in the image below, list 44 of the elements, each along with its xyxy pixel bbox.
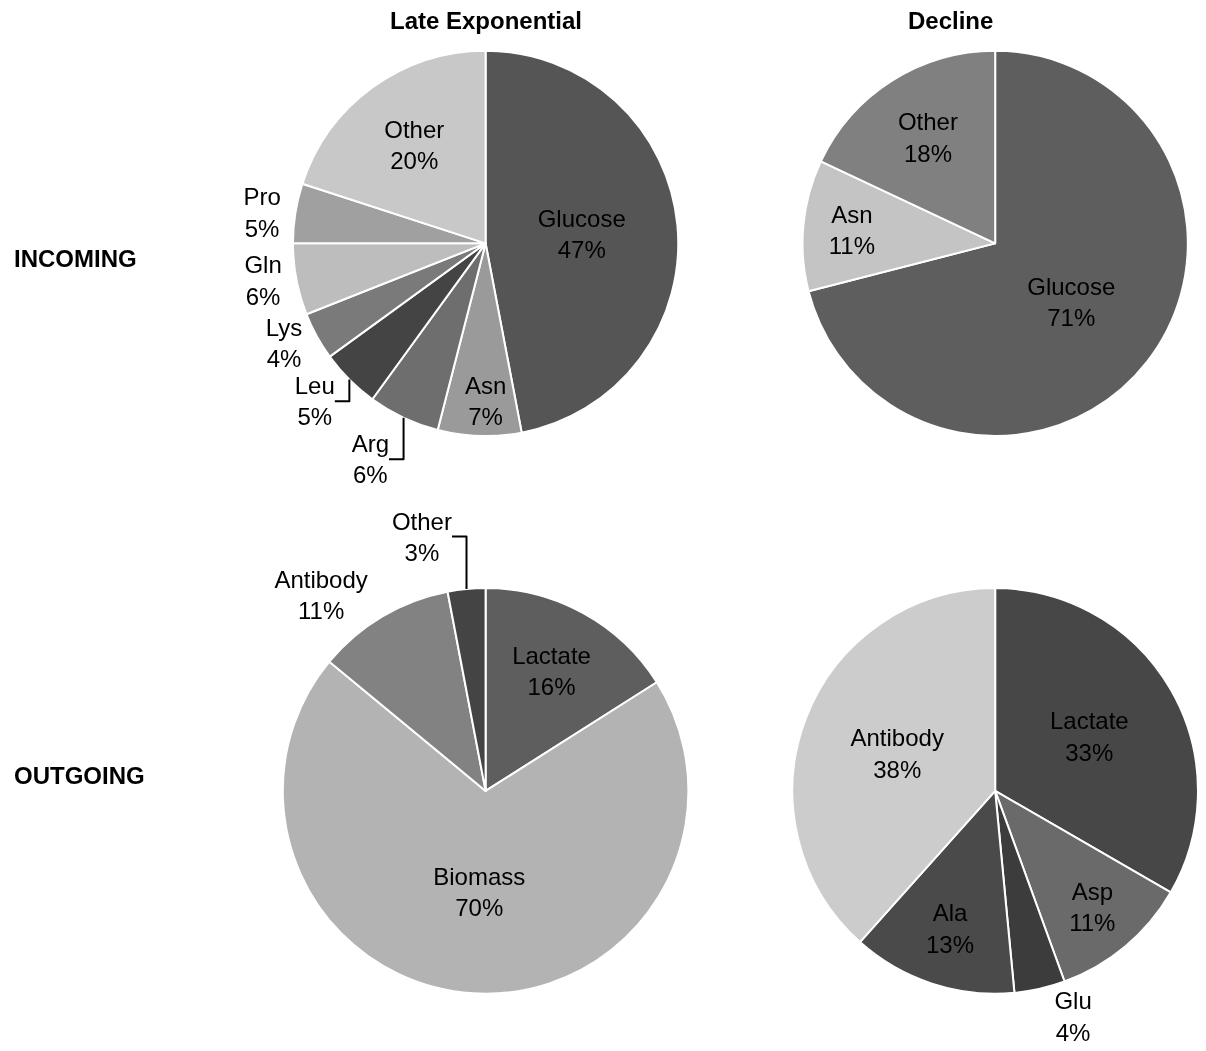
data-label: 13% bbox=[925, 930, 975, 958]
slice-label: Other bbox=[897, 108, 958, 136]
data-label: 70% bbox=[455, 894, 504, 922]
data-label: 7% bbox=[468, 403, 503, 431]
slice-label: Glu bbox=[1054, 987, 1092, 1015]
data-label: 6% bbox=[352, 461, 388, 489]
slice-label: Other bbox=[384, 116, 445, 144]
data-label: 18% bbox=[903, 139, 952, 167]
slice-label: Asn bbox=[831, 200, 873, 228]
data-label: 33% bbox=[1065, 738, 1114, 766]
data-label: 20% bbox=[390, 147, 439, 175]
slice-label: Biomass bbox=[433, 863, 526, 891]
slice-label: Lys bbox=[265, 313, 303, 341]
chart-title: Decline bbox=[908, 7, 994, 34]
data-label: 5% bbox=[297, 403, 333, 431]
slice-label: Asp bbox=[1071, 877, 1113, 905]
slice-label: Lactate bbox=[1049, 707, 1129, 735]
text: OUTGOING bbox=[14, 762, 145, 789]
slice-label: Arg bbox=[351, 430, 390, 458]
data-label: 71% bbox=[1047, 304, 1096, 332]
chart-title: Late Exponential bbox=[390, 7, 583, 34]
slice-label: Lactate bbox=[512, 641, 591, 669]
data-label: 4% bbox=[266, 345, 302, 373]
data-label: 11% bbox=[297, 596, 345, 624]
slice-label: Pro bbox=[243, 183, 281, 211]
data-label: 38% bbox=[873, 755, 922, 783]
data-label: 5% bbox=[244, 214, 280, 242]
data-label: 47% bbox=[557, 236, 606, 264]
slice-label: Asn bbox=[464, 372, 507, 400]
data-label: 3% bbox=[404, 538, 440, 566]
slice-label: Antibody bbox=[274, 565, 368, 593]
data-label: 16% bbox=[527, 673, 576, 701]
data-label: 6% bbox=[245, 282, 281, 310]
data-label: 4% bbox=[1055, 1018, 1091, 1046]
text: INCOMING bbox=[14, 245, 137, 272]
data-label: 11% bbox=[1069, 908, 1116, 936]
slice-label: Ala bbox=[932, 899, 968, 927]
data-label: 11% bbox=[828, 231, 876, 259]
slice-label: Gln bbox=[244, 251, 282, 279]
slice-label: Glucose bbox=[537, 205, 626, 233]
slice-label: Other bbox=[391, 507, 452, 535]
slice-label: Glucose bbox=[1027, 273, 1116, 301]
slice-label: Antibody bbox=[850, 724, 944, 752]
slice-label: Leu bbox=[294, 372, 335, 400]
